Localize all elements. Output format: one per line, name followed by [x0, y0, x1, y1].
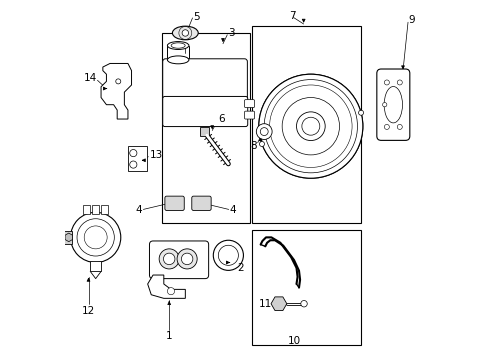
Circle shape [358, 110, 363, 115]
Circle shape [384, 80, 388, 85]
Text: 4: 4 [135, 206, 142, 216]
Text: 5: 5 [193, 12, 200, 22]
Circle shape [259, 141, 264, 147]
Bar [251, 26, 360, 223]
Circle shape [384, 125, 388, 130]
Text: 7: 7 [289, 11, 295, 21]
Ellipse shape [172, 26, 198, 40]
Ellipse shape [171, 43, 185, 48]
Text: 8: 8 [250, 141, 257, 151]
Circle shape [260, 128, 267, 135]
Bar [101, 205, 108, 214]
Circle shape [296, 112, 325, 140]
Circle shape [300, 301, 306, 307]
Circle shape [116, 79, 121, 84]
Bar [162, 33, 249, 223]
Circle shape [182, 30, 188, 36]
Text: 12: 12 [81, 306, 95, 316]
Circle shape [129, 149, 137, 157]
Bar [200, 127, 208, 136]
FancyBboxPatch shape [163, 96, 247, 127]
FancyBboxPatch shape [149, 241, 208, 279]
Text: 11: 11 [258, 299, 271, 309]
Text: 1: 1 [165, 331, 172, 341]
FancyBboxPatch shape [244, 111, 254, 119]
Circle shape [258, 74, 362, 178]
Circle shape [181, 253, 192, 265]
Circle shape [301, 117, 319, 135]
Text: 6: 6 [218, 114, 224, 124]
FancyBboxPatch shape [164, 196, 184, 211]
Polygon shape [147, 275, 185, 298]
FancyBboxPatch shape [376, 69, 409, 140]
FancyBboxPatch shape [163, 59, 247, 100]
Circle shape [159, 249, 179, 269]
Circle shape [396, 80, 402, 85]
Circle shape [70, 212, 121, 262]
Circle shape [256, 124, 271, 139]
Text: 4: 4 [229, 206, 236, 216]
Text: 3: 3 [228, 28, 235, 38]
Bar [63, 231, 72, 244]
Text: 14: 14 [83, 73, 97, 83]
Bar [251, 230, 360, 345]
Bar [90, 261, 101, 271]
Bar [83, 205, 90, 214]
Text: 13: 13 [149, 150, 163, 160]
Circle shape [163, 253, 175, 265]
Bar [92, 205, 99, 214]
Text: 9: 9 [408, 15, 414, 26]
Text: 2: 2 [237, 263, 244, 273]
Ellipse shape [167, 56, 188, 64]
Circle shape [167, 288, 174, 295]
Circle shape [396, 125, 402, 130]
Circle shape [129, 161, 137, 168]
Circle shape [213, 240, 243, 270]
Circle shape [382, 103, 386, 107]
FancyBboxPatch shape [191, 196, 211, 211]
FancyBboxPatch shape [244, 100, 254, 108]
Text: 10: 10 [287, 336, 300, 346]
Circle shape [177, 249, 197, 269]
Polygon shape [101, 63, 131, 119]
Ellipse shape [167, 41, 188, 49]
Bar [128, 146, 146, 171]
